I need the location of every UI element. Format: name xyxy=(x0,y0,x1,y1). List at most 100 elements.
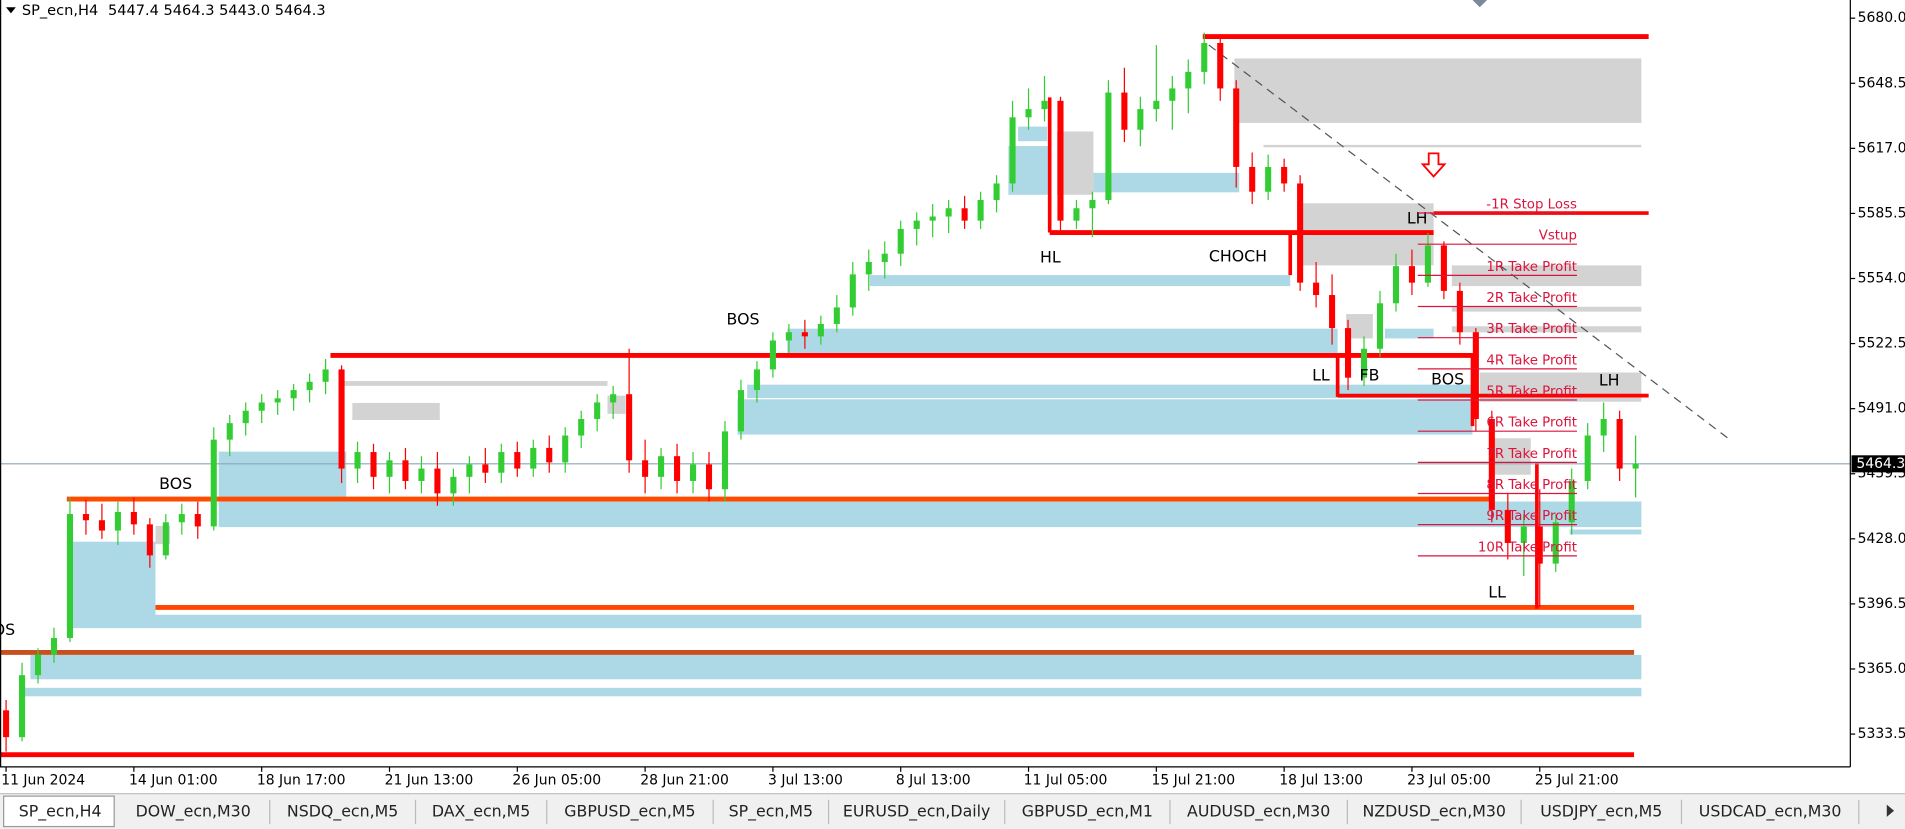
candle-body xyxy=(66,514,74,638)
candle-body xyxy=(1600,418,1607,436)
candle-body xyxy=(19,675,26,738)
trade-level-label: 10R Take Profit xyxy=(1478,540,1577,555)
candle-body xyxy=(34,654,42,676)
candle-body xyxy=(881,253,888,262)
zone xyxy=(1018,126,1048,142)
candle-body xyxy=(1185,71,1192,89)
candle-body xyxy=(1376,303,1384,349)
tabs-scroll[interactable] xyxy=(1886,804,1895,817)
candle-body xyxy=(1137,109,1144,130)
candle-body xyxy=(418,468,425,481)
candle-body xyxy=(1360,348,1368,378)
zone xyxy=(342,381,608,386)
candle-body xyxy=(1504,509,1511,543)
candle-body xyxy=(929,216,936,221)
last-price-box xyxy=(1851,455,1905,473)
candle-body xyxy=(1169,88,1176,101)
candle-body xyxy=(1456,290,1463,333)
candle-body xyxy=(993,183,1000,200)
candle-body xyxy=(1440,245,1447,291)
sell-arrow xyxy=(1420,152,1447,178)
tab[interactable]: DAX_ecn,M5 xyxy=(432,801,530,821)
zone xyxy=(737,399,1473,435)
candle-body xyxy=(514,452,521,469)
tab[interactable]: USDJPY_ecn,M5 xyxy=(1540,801,1662,821)
candle-body xyxy=(737,390,744,432)
tab-active[interactable] xyxy=(3,795,115,828)
zone xyxy=(747,384,1473,399)
x-tick-label: 23 Jul 05:00 xyxy=(1407,772,1491,788)
trade-level-label: 4R Take Profit xyxy=(1486,353,1577,368)
candle-body xyxy=(1281,166,1288,184)
trade-level-label: 6R Take Profit xyxy=(1486,416,1577,431)
tab[interactable]: EURUSD_ecn,Daily xyxy=(843,801,990,821)
tab[interactable]: NZDUSD_ecn,M30 xyxy=(1362,801,1505,821)
tab[interactable]: AUDUSD_ecn,M30 xyxy=(1187,801,1330,821)
zone xyxy=(1451,326,1642,333)
x-tick-label: 26 Jun 05:00 xyxy=(512,772,601,788)
zone xyxy=(1093,172,1240,193)
zone xyxy=(1234,58,1642,123)
zone xyxy=(66,541,156,629)
symbol: SP_ecn,H4 xyxy=(22,2,98,19)
candle-body xyxy=(146,524,153,556)
tab[interactable]: GBPUSD_ecn,M5 xyxy=(564,801,695,821)
candle-body xyxy=(801,332,808,337)
candle-body xyxy=(897,228,904,254)
candle-body xyxy=(1249,166,1256,192)
candle-body xyxy=(689,464,697,481)
zone xyxy=(1569,529,1642,535)
tab-bar xyxy=(0,793,1905,829)
y-tick-label: 5365.0 xyxy=(1858,661,1905,677)
overlay: OS BOS BOS HL CHOCH LL FB BOS LH LH LL -1R Stop Los… xyxy=(0,198,1620,640)
candle-body xyxy=(194,514,201,527)
y-tick-label: 5491.0 xyxy=(1858,401,1905,417)
candle-body xyxy=(1041,100,1048,110)
zone xyxy=(218,451,347,501)
tab[interactable]: SP_ecn,H4 xyxy=(19,801,102,821)
tab[interactable]: USDCAD_ecn,M30 xyxy=(1699,801,1842,821)
trade-level-label: 2R Take Profit xyxy=(1486,291,1577,306)
tab[interactable]: DOW_ecn,M30 xyxy=(136,801,251,821)
annotation: LH xyxy=(1407,209,1428,228)
candle-body xyxy=(274,398,281,403)
candle-body xyxy=(370,452,377,477)
candle-body xyxy=(1536,526,1543,564)
candle-body xyxy=(817,323,824,337)
candle-body xyxy=(865,261,872,275)
candle-body xyxy=(306,381,313,391)
candle-body xyxy=(130,511,137,525)
annotation: BOS xyxy=(159,474,192,493)
candle-body xyxy=(562,435,569,463)
candle-body xyxy=(961,208,968,221)
candle-body xyxy=(210,439,217,527)
x-tick-label: 28 Jun 21:00 xyxy=(640,772,729,788)
zone xyxy=(1451,306,1642,312)
y-tick-label: 5428.0 xyxy=(1858,531,1905,547)
candle-body xyxy=(721,431,729,490)
candle-body xyxy=(450,476,457,494)
candle-body xyxy=(1552,522,1559,564)
candle-body xyxy=(1121,92,1128,130)
last-price-label: 5464.3 xyxy=(1856,456,1905,472)
candle-body xyxy=(1057,100,1064,221)
candle-body xyxy=(290,390,297,399)
scroll-marker xyxy=(1472,0,1488,8)
candle-body xyxy=(178,514,185,523)
candle-body xyxy=(1025,109,1032,118)
candle-body xyxy=(769,340,776,370)
x-tick-label: 18 Jul 13:00 xyxy=(1279,772,1363,788)
candle-body xyxy=(674,456,681,481)
candle-body xyxy=(1488,418,1495,510)
tab[interactable]: SP_ecn,M5 xyxy=(729,801,813,821)
x-tick-label: 14 Jun 01:00 xyxy=(129,772,218,788)
candle-body xyxy=(258,402,265,411)
candle-body xyxy=(386,460,393,477)
tab[interactable]: GBPUSD_ecn,M1 xyxy=(1022,801,1153,821)
candle-body xyxy=(114,511,121,531)
candle-body xyxy=(1233,88,1240,167)
candle-body xyxy=(1632,463,1639,469)
candle-body xyxy=(913,220,920,229)
zone xyxy=(155,614,1642,629)
tab[interactable]: NSDQ_ecn,M5 xyxy=(287,801,398,821)
